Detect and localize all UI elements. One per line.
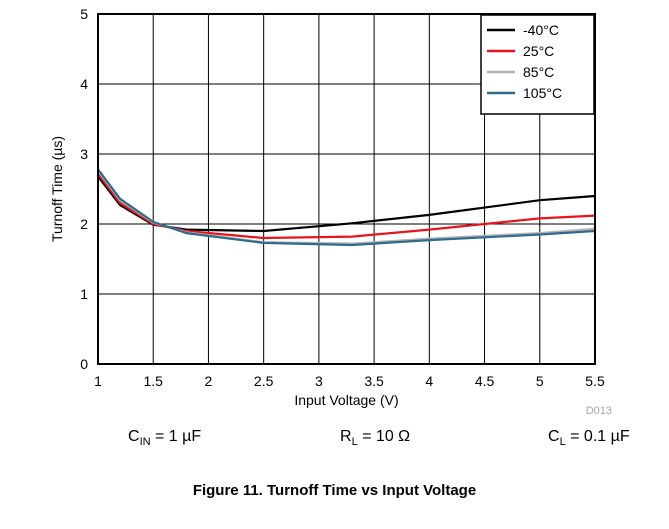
x-tick-label: 2 xyxy=(205,373,213,389)
y-tick-label: 2 xyxy=(80,216,88,232)
x-tick-label: 3 xyxy=(315,373,323,389)
condition-cl-symbol: C xyxy=(548,428,560,445)
condition-cin-symbol: C xyxy=(128,428,140,445)
series-line-2 xyxy=(97,170,596,245)
y-tick-label: 3 xyxy=(80,146,88,162)
y-tick-label: 0 xyxy=(80,356,88,372)
condition-cl: CL = 0.1 µF xyxy=(548,428,630,448)
figure-caption: Figure 11. Turnoff Time vs Input Voltage xyxy=(192,482,477,499)
legend: -40°C 25°C 85°C 105°C xyxy=(480,14,595,115)
plot-frame xyxy=(97,13,596,365)
y-tick-label: 5 xyxy=(80,6,88,22)
condition-rl: RL = 10 Ω xyxy=(340,428,410,448)
x-tick-label: 4 xyxy=(425,373,433,389)
x-axis-title: Input Voltage (V) xyxy=(294,392,398,408)
series-line-3 xyxy=(97,168,596,247)
y-tick-label: 1 xyxy=(80,286,88,302)
x-tick-label: 1 xyxy=(94,373,102,389)
condition-cin-subscript: IN xyxy=(139,436,151,449)
condition-cin-value: = 1 µF xyxy=(150,428,202,445)
legend-label: 105°C xyxy=(523,85,562,101)
condition-rl-symbol: R xyxy=(340,428,352,445)
condition-cl-value: = 0.1 µF xyxy=(565,428,630,445)
y-tick-label: 4 xyxy=(80,76,88,92)
x-tick-label: 1.5 xyxy=(143,373,163,389)
legend-label: -40°C xyxy=(523,22,559,38)
legend-box xyxy=(480,14,595,115)
x-tick-label: 3.5 xyxy=(364,373,384,389)
x-tick-labels: 1 1.5 2 2.5 3 3.5 4 4.5 5 5.5 xyxy=(94,373,605,389)
y-axis-title: Turnoff Time (µs) xyxy=(49,136,65,242)
figure-id-label: D013 xyxy=(586,405,612,417)
condition-cl-subscript: L xyxy=(559,436,566,449)
legend-label: 85°C xyxy=(523,64,554,80)
condition-rl-subscript: L xyxy=(351,436,358,449)
x-tick-label: 5 xyxy=(536,373,544,389)
x-tick-label: 4.5 xyxy=(475,373,495,389)
condition-rl-value: = 10 Ω xyxy=(357,428,411,445)
series-line-0 xyxy=(97,175,596,233)
series-lines xyxy=(97,168,596,247)
x-tick-label: 5.5 xyxy=(585,373,605,389)
series-line-1 xyxy=(97,172,596,240)
y-tick-labels: 0 1 2 3 4 5 xyxy=(80,6,88,372)
condition-cin: CIN = 1 µF xyxy=(128,428,201,448)
x-tick-label: 2.5 xyxy=(254,373,274,389)
legend-label: 25°C xyxy=(523,43,554,59)
